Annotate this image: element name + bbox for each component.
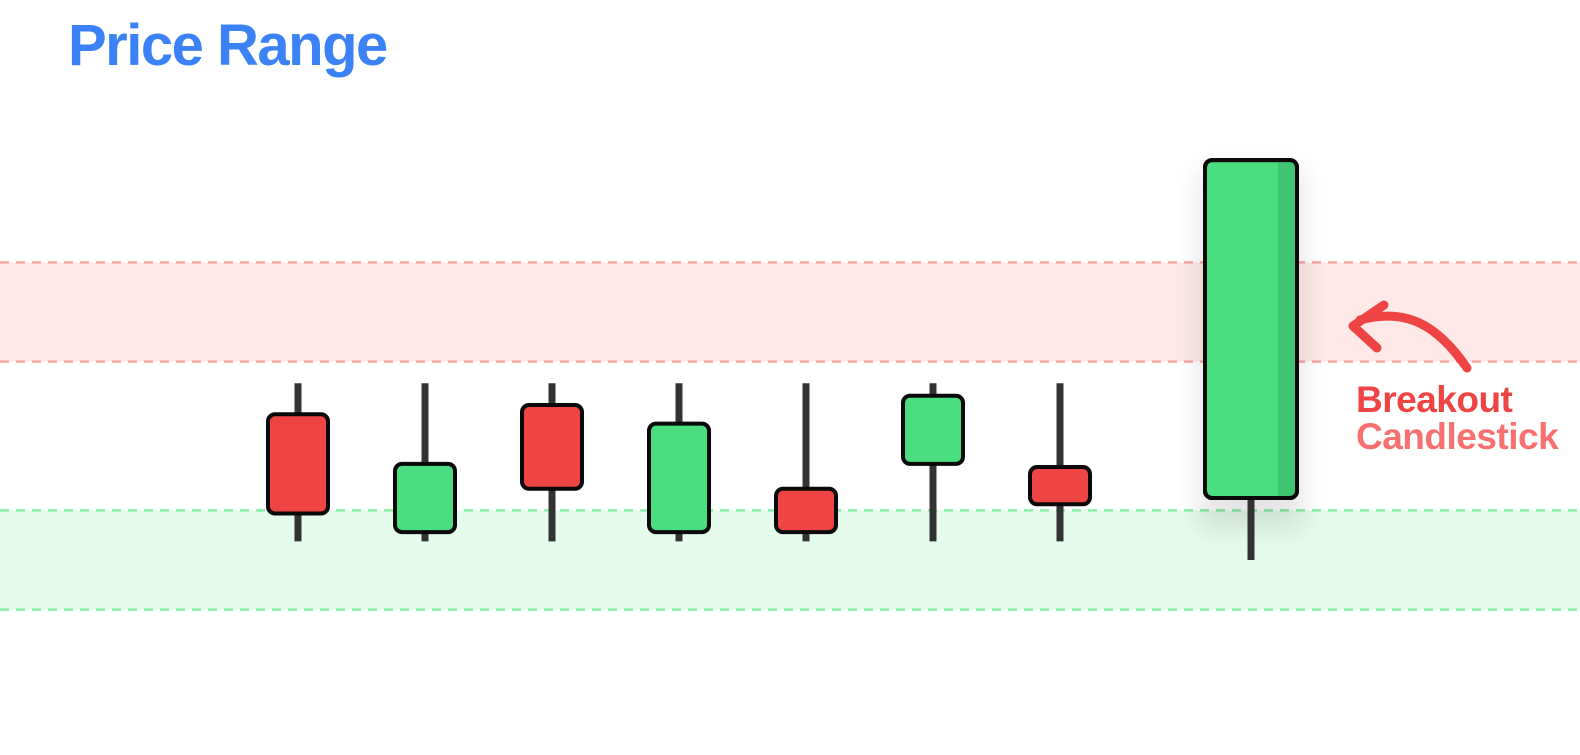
price-bands — [0, 261, 1580, 611]
candle-7 — [1028, 383, 1092, 542]
candle-body-bear — [774, 486, 838, 535]
candle-1 — [266, 383, 330, 542]
breakout-candle-outline — [1203, 158, 1299, 500]
candles — [266, 158, 1303, 560]
candle-body-bear — [520, 403, 584, 491]
candle-body-bull — [393, 461, 457, 535]
candle-body-bear — [1028, 465, 1092, 507]
breakout-candle-shade — [1278, 162, 1295, 496]
candle-body-bear — [266, 412, 330, 516]
candle-body-bull — [901, 393, 965, 466]
breakout-annotation: Breakout Candlestick — [1356, 379, 1559, 457]
candle-5 — [774, 383, 838, 542]
breakout-candle — [1199, 158, 1303, 560]
candle-3 — [520, 383, 584, 542]
annotation-line-1: Breakout — [1356, 379, 1513, 420]
annotation-line-2: Candlestick — [1356, 416, 1559, 457]
resistance-band — [0, 262, 1580, 362]
candle-6 — [901, 383, 965, 542]
candle-2 — [393, 383, 457, 542]
breakout-arrow-icon — [1348, 300, 1472, 373]
candle-body-bull — [647, 421, 711, 535]
chart-title: Price Range — [68, 13, 388, 78]
candle-4 — [647, 383, 711, 542]
